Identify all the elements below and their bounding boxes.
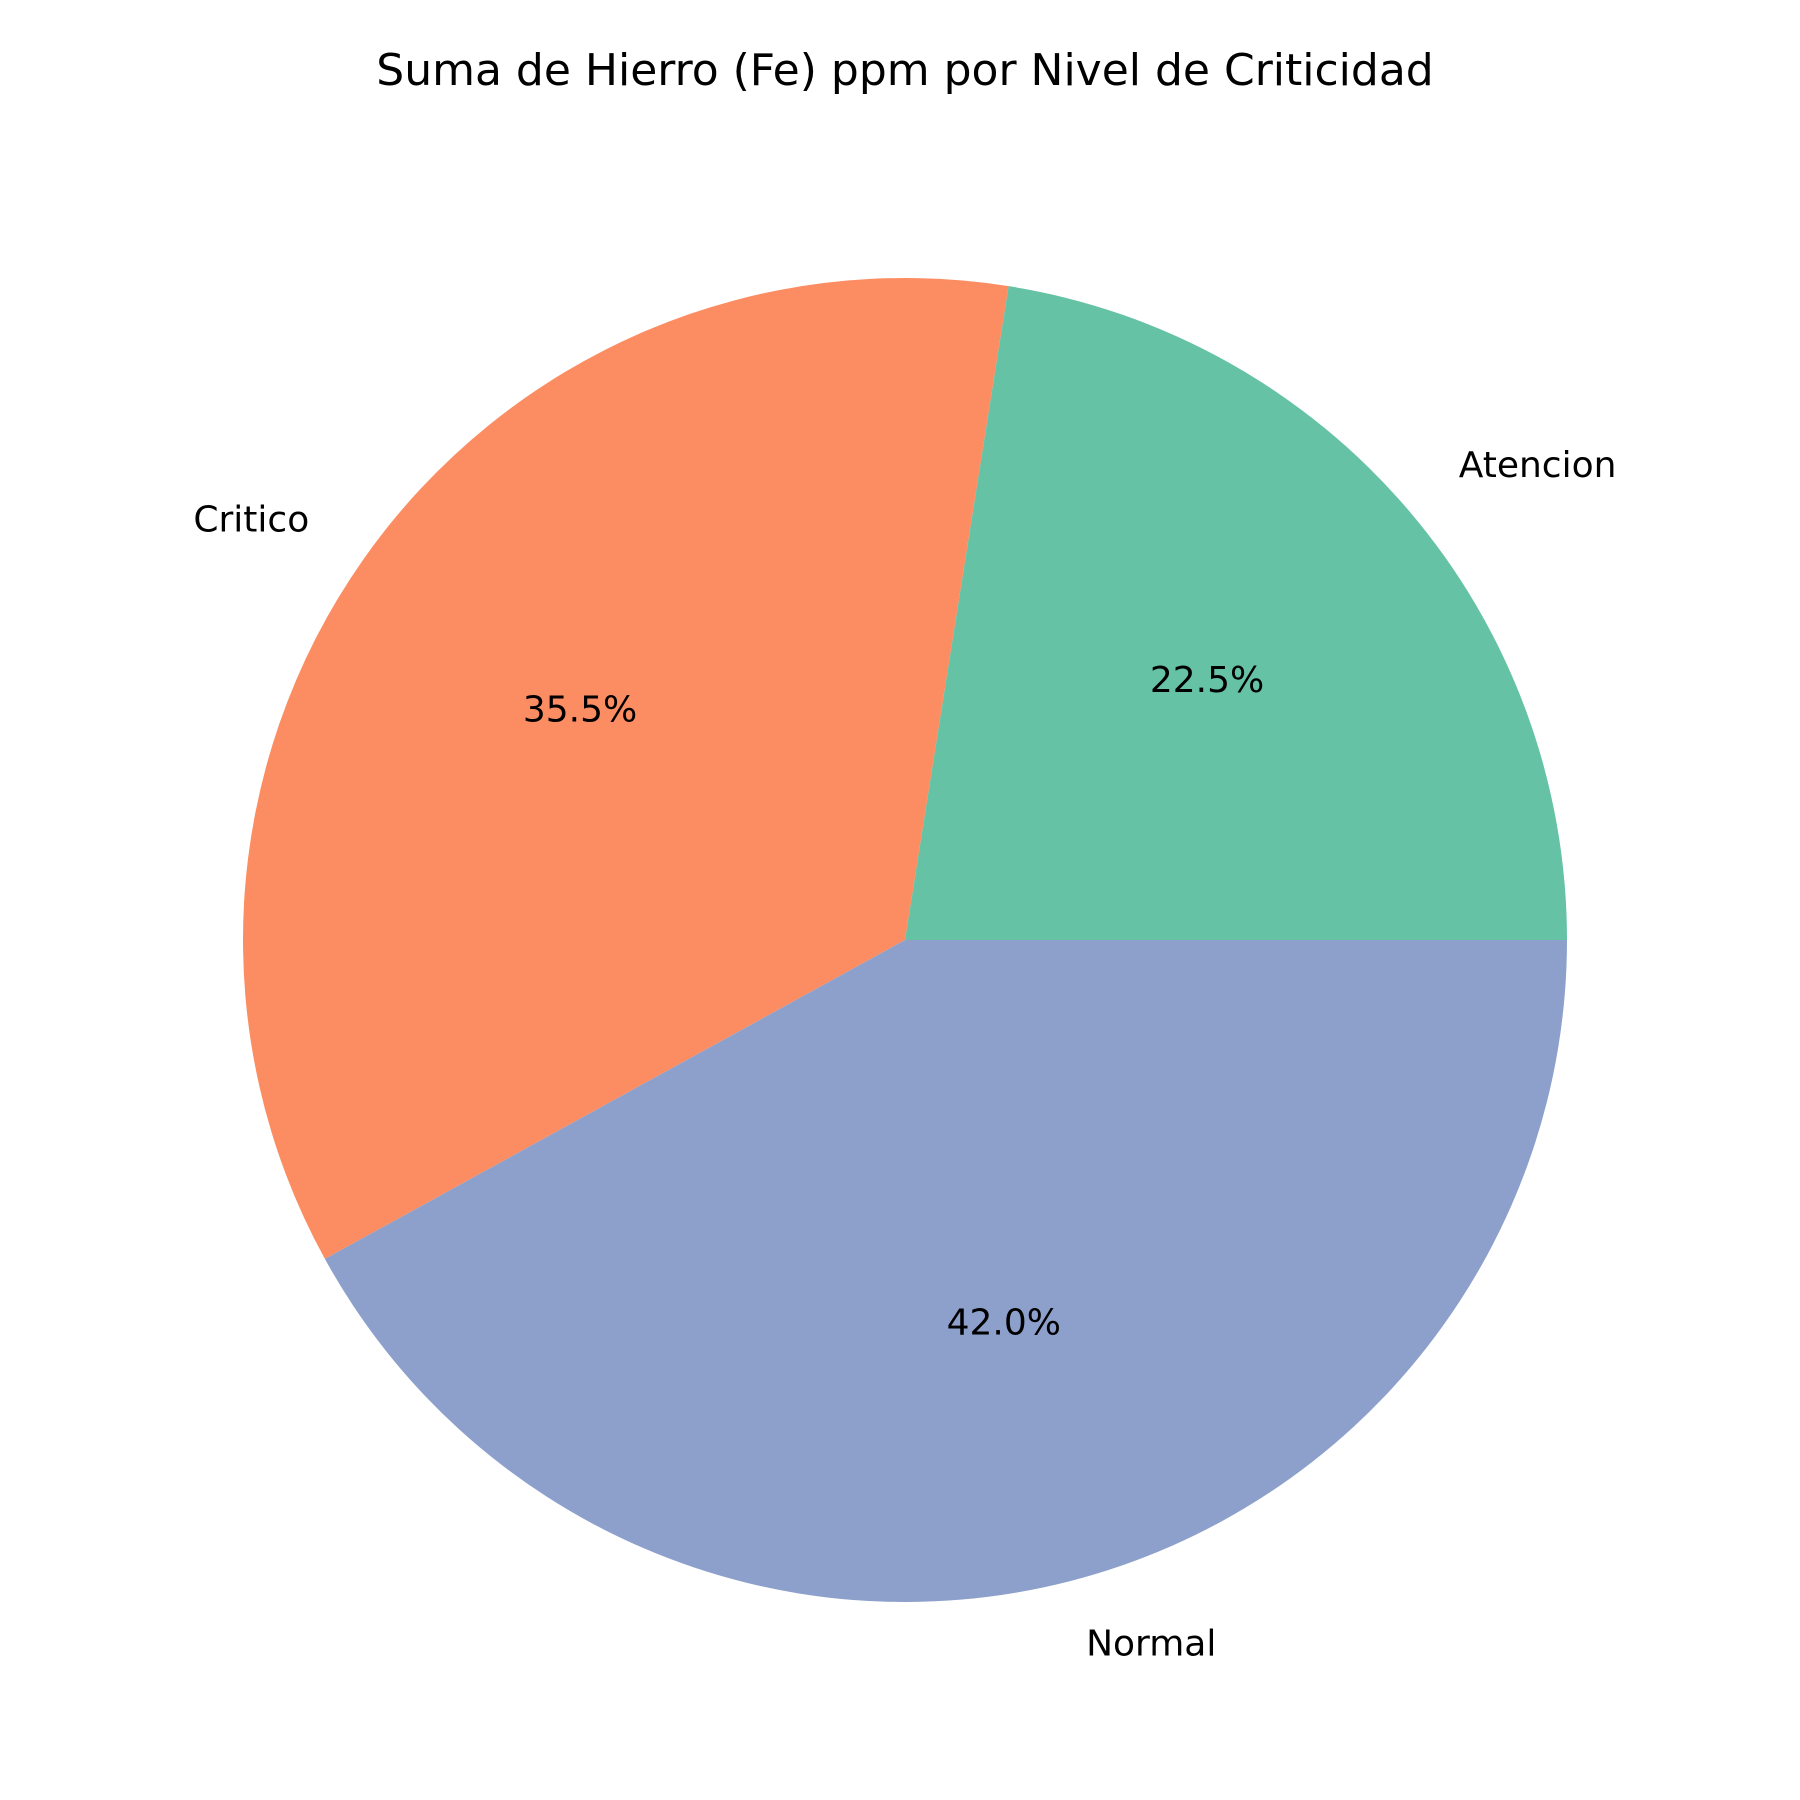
pct-label-critico: 35.5% xyxy=(523,690,637,731)
pie-slice-critico xyxy=(243,278,1009,1259)
slice-label-critico: Critico xyxy=(193,499,309,540)
pie-slice-atencion xyxy=(905,286,1567,940)
slice-label-normal: Normal xyxy=(1086,1623,1216,1664)
pie-slices xyxy=(243,278,1567,1602)
pct-label-normal: 42.0% xyxy=(947,1303,1061,1344)
chart-title: Suma de Hierro (Fe) ppm por Nivel de Cri… xyxy=(376,45,1433,96)
slice-label-atencion: Atencion xyxy=(1459,445,1617,486)
pie-slice-normal xyxy=(324,940,1567,1602)
pct-label-atencion: 22.5% xyxy=(1150,660,1264,701)
pie-labels: Atencion 22.5% Critico 35.5% Normal 42.0% xyxy=(193,445,1616,1664)
